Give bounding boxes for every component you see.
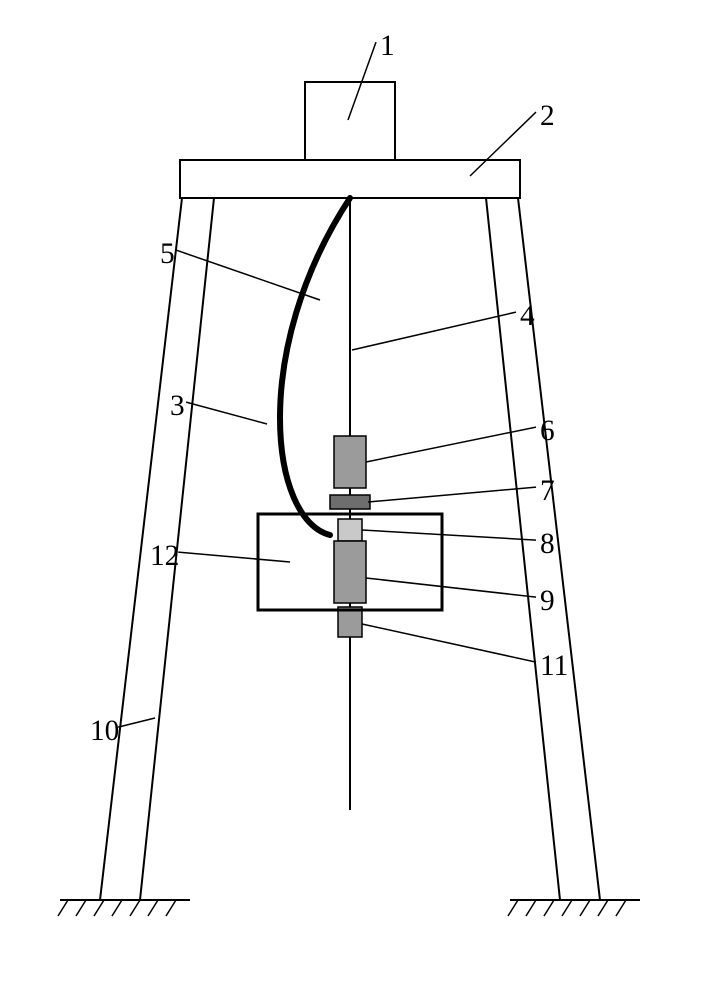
diagram-stage: 1 2 3 4 5 6 7 8 9 10 11 12: [0, 0, 724, 1000]
label-10: 10: [90, 715, 119, 748]
ground-right: [508, 900, 640, 916]
label-9: 9: [540, 585, 555, 618]
label-7: 7: [540, 475, 555, 508]
label-5: 5: [160, 238, 175, 271]
label-4: 4: [520, 300, 535, 333]
part-8: [338, 519, 362, 541]
label-11: 11: [540, 650, 568, 683]
label-3: 3: [170, 390, 185, 423]
label-8: 8: [540, 528, 555, 561]
part-1-top-block: [305, 82, 395, 160]
label-6: 6: [540, 415, 555, 448]
label-1: 1: [380, 30, 395, 63]
part-2-crossbar: [180, 160, 520, 198]
label-12: 12: [150, 540, 179, 573]
ground-left: [58, 900, 190, 916]
diagram-svg: [0, 0, 724, 1000]
part-9: [334, 541, 366, 603]
part-6: [334, 436, 366, 488]
part-7: [330, 495, 370, 509]
label-2: 2: [540, 100, 555, 133]
